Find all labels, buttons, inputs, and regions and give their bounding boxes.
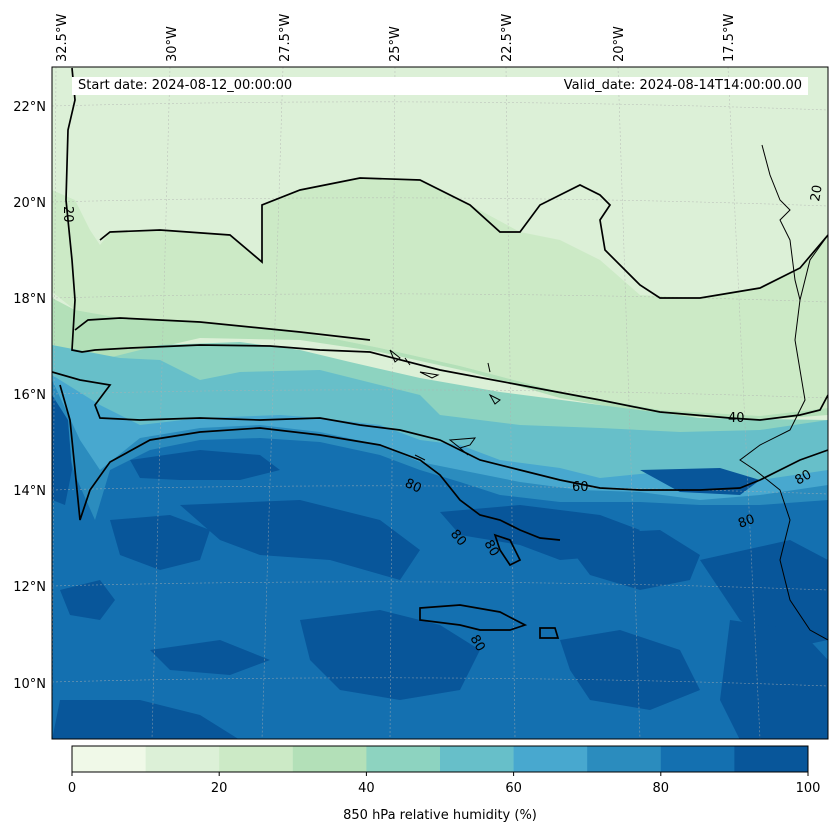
rh-band-20-30 [52, 178, 828, 416]
contour-label: 80 [467, 633, 488, 655]
contour-label: 80 [793, 467, 815, 488]
colorbar-frame [71, 745, 809, 773]
rh-patch [60, 580, 115, 620]
colorbar-segment [219, 746, 294, 772]
lon-label: 17.5°W [722, 14, 737, 62]
lon-label: 30°W [165, 26, 180, 62]
lat-label: 10°N [13, 677, 46, 692]
colorbar-segment [660, 746, 735, 772]
map-frame [51, 66, 829, 740]
colorbar-label: 850 hPa relative humidity (%) [343, 808, 537, 823]
colorbar-segment [145, 746, 220, 772]
rh-band-30-40 [52, 298, 828, 420]
colorbar-tick-label: 80 [652, 781, 670, 796]
latitude-labels: 22°N 20°N 18°N 16°N 14°N 12°N 10°N [13, 100, 46, 692]
map-panel [52, 67, 828, 739]
coastline [389, 144, 828, 641]
rh-patch [560, 530, 700, 590]
colorbar [71, 745, 809, 776]
lon-label: 32.5°W [55, 14, 70, 62]
lon-label: 25°W [388, 26, 403, 62]
contour-label: 80 [481, 538, 502, 560]
contour-label: 80 [402, 476, 423, 497]
longitude-labels: 32.5°W 30°W 27.5°W 25°W 22.5°W 20°W 17.5… [55, 14, 737, 62]
lon-label: 27.5°W [278, 14, 293, 62]
rh-patch [720, 620, 828, 739]
lat-label: 18°N [13, 292, 46, 307]
rh-patch [130, 450, 280, 480]
contour-lines [52, 67, 828, 639]
rh-patch [700, 540, 828, 650]
contour-label: 20 [808, 184, 826, 203]
colorbar-segment [366, 746, 441, 772]
colorbar-tick-label: 0 [67, 781, 77, 796]
colorbar-segment [440, 746, 515, 772]
contour-label: 20 [60, 206, 75, 223]
graticule [52, 67, 828, 739]
colorbar-tick-label: 40 [358, 781, 375, 796]
colorbar-tick-label: 100 [795, 781, 821, 796]
colorbar-segment [734, 746, 809, 772]
lat-label: 16°N [13, 388, 46, 403]
rh-patch [560, 630, 700, 710]
colorbar-segment [292, 746, 367, 772]
contour-label: 40 [728, 411, 745, 426]
contour-label: 60 [572, 480, 589, 495]
lon-label: 22.5°W [500, 14, 515, 62]
colorbar-segment [587, 746, 662, 772]
lat-label: 20°N [13, 196, 46, 211]
valid-date-label: Valid_date: 2024-08-14T14:00:00.00 [532, 77, 808, 95]
lat-label: 12°N [13, 580, 46, 595]
colorbar-segment [513, 746, 588, 772]
colorbar-segment [72, 746, 147, 772]
rh-patch [150, 640, 270, 675]
lat-label: 22°N [13, 100, 46, 115]
colorbar-tick-label: 60 [505, 781, 522, 796]
lat-label: 14°N [13, 484, 46, 499]
start-date-label: Start date: 2024-08-12_00:00:00 [72, 77, 544, 95]
rh-band-90-100 [52, 395, 72, 505]
rh-patch [110, 515, 210, 570]
rh-patch [180, 500, 420, 580]
colorbar-tick-label: 20 [210, 781, 228, 796]
lon-label: 20°W [612, 26, 627, 62]
rh-patch [52, 700, 239, 739]
contour-label: 80 [736, 512, 757, 532]
rh-patch [300, 610, 480, 700]
